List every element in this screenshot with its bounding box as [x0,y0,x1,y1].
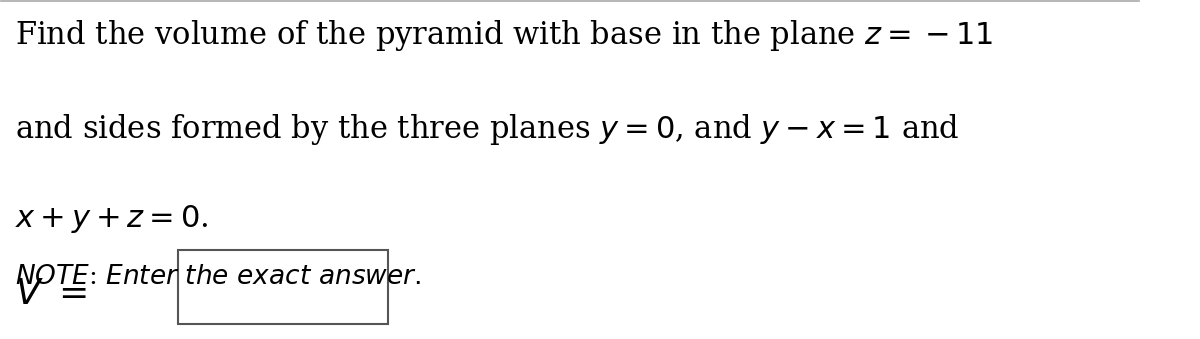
Text: $x + y + z = 0$.: $x + y + z = 0$. [16,203,209,235]
FancyBboxPatch shape [178,250,388,324]
Text: and sides formed by the three planes $y = 0$, and $y - x = 1$ and: and sides formed by the three planes $y … [16,112,960,147]
Text: $V\ =$: $V\ =$ [16,277,88,311]
Text: $\it{NOTE}$: $\it{Enter\ the\ exact\ answer.}$: $\it{NOTE}$: $\it{Enter\ the\ exact\ ans… [16,264,421,288]
Text: Find the volume of the pyramid with base in the plane $z = -11$: Find the volume of the pyramid with base… [16,18,994,53]
